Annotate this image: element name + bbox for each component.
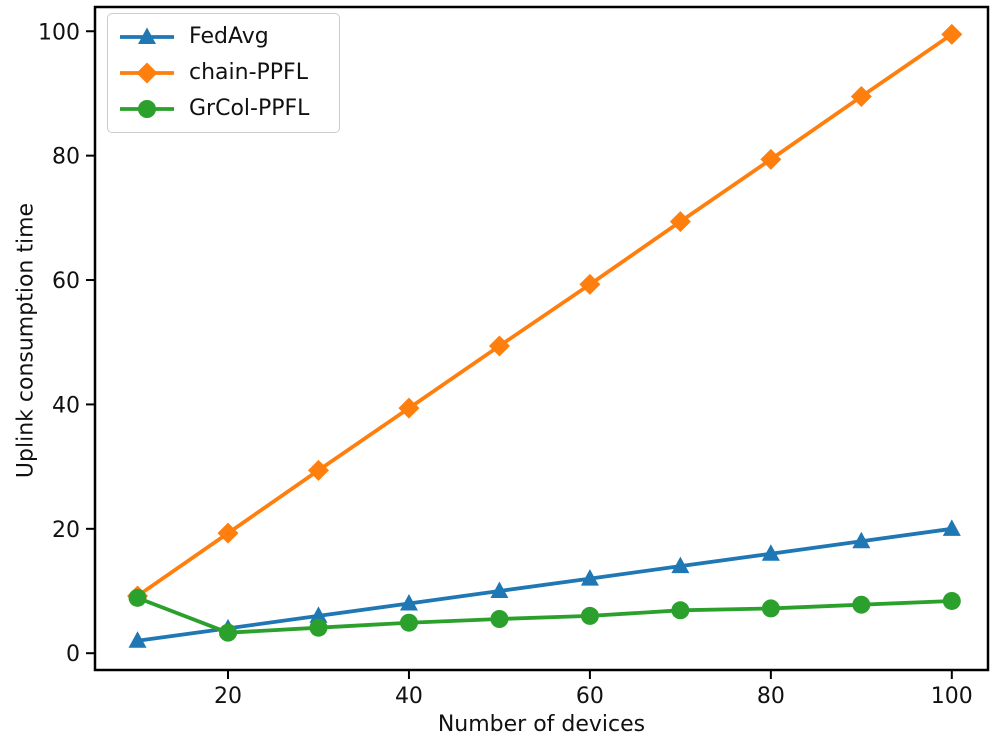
data-point-diamond [669, 211, 691, 233]
legend-item-fedavg: FedAvg [118, 26, 329, 48]
data-point-diamond [488, 335, 510, 357]
data-point-circle [671, 601, 690, 620]
series-line [137, 526, 953, 643]
legend-label: GrCol-PPFL [189, 96, 310, 121]
x-tick-label: 20 [214, 684, 242, 709]
data-point-diamond [217, 522, 239, 544]
y-tick-label: 20 [52, 518, 80, 543]
chain-ppfl-diamond-marker-icon [120, 62, 174, 84]
data-point-triangle [490, 581, 509, 599]
fedavg-triangle-marker-icon [120, 27, 174, 44]
legend-item-grcol-ppfl: GrCol-PPFL [118, 98, 329, 120]
circle-marker-icon [138, 100, 156, 118]
data-point-circle [309, 618, 328, 637]
data-point-triangle [852, 531, 871, 549]
data-point-diamond [398, 397, 420, 419]
data-point-circle [219, 623, 237, 642]
data-point-circle [490, 610, 509, 628]
y-tick-label: 100 [38, 20, 80, 45]
data-point-circle [761, 599, 780, 618]
diamond-marker-icon [136, 62, 158, 84]
y-tick-label: 80 [52, 145, 80, 170]
series-grcol-ppfl [128, 588, 961, 642]
data-point-diamond [850, 86, 872, 108]
data-point-triangle [399, 593, 418, 611]
grcol-ppfl-circle-marker-icon [120, 100, 174, 118]
y-tick-label: 60 [52, 269, 80, 294]
plot-border [93, 5, 990, 672]
y-tick-label: 40 [52, 393, 80, 418]
data-point-triangle [761, 544, 780, 561]
series-line [136, 596, 952, 635]
x-axis-title: Number of devices [437, 712, 646, 737]
data-point-diamond [579, 273, 601, 295]
data-point-triangle [580, 569, 599, 586]
data-point-circle [580, 606, 599, 625]
data-point-diamond [760, 148, 782, 170]
x-tick-label: 100 [931, 684, 973, 709]
data-point-circle [942, 591, 961, 610]
x-tick-label: 80 [757, 684, 785, 709]
triangle-marker-icon [138, 27, 156, 44]
series-fedavg [128, 519, 961, 648]
data-point-triangle [671, 556, 690, 574]
x-tick-label: 60 [576, 684, 604, 709]
y-axis-title: Uplink consumption time [13, 202, 39, 479]
data-point-diamond [941, 23, 963, 45]
series-line [136, 32, 953, 598]
y-tick-label: 0 [66, 642, 80, 667]
data-point-circle [399, 613, 418, 632]
legend-label: FedAvg [189, 24, 269, 49]
data-point-diamond [307, 459, 329, 481]
data-point-circle [852, 595, 871, 614]
data-point-triangle [128, 631, 147, 648]
legend-item-chain-ppfl: chain-PPFL [118, 62, 329, 84]
data-point-triangle [942, 519, 961, 536]
legend: FedAvg chain-PPFL GrCol-PPFL [107, 13, 340, 133]
x-tick-label: 40 [395, 684, 423, 709]
data-point-circle [128, 588, 147, 607]
legend-label: chain-PPFL [189, 60, 308, 85]
data-point-triangle [309, 606, 328, 623]
